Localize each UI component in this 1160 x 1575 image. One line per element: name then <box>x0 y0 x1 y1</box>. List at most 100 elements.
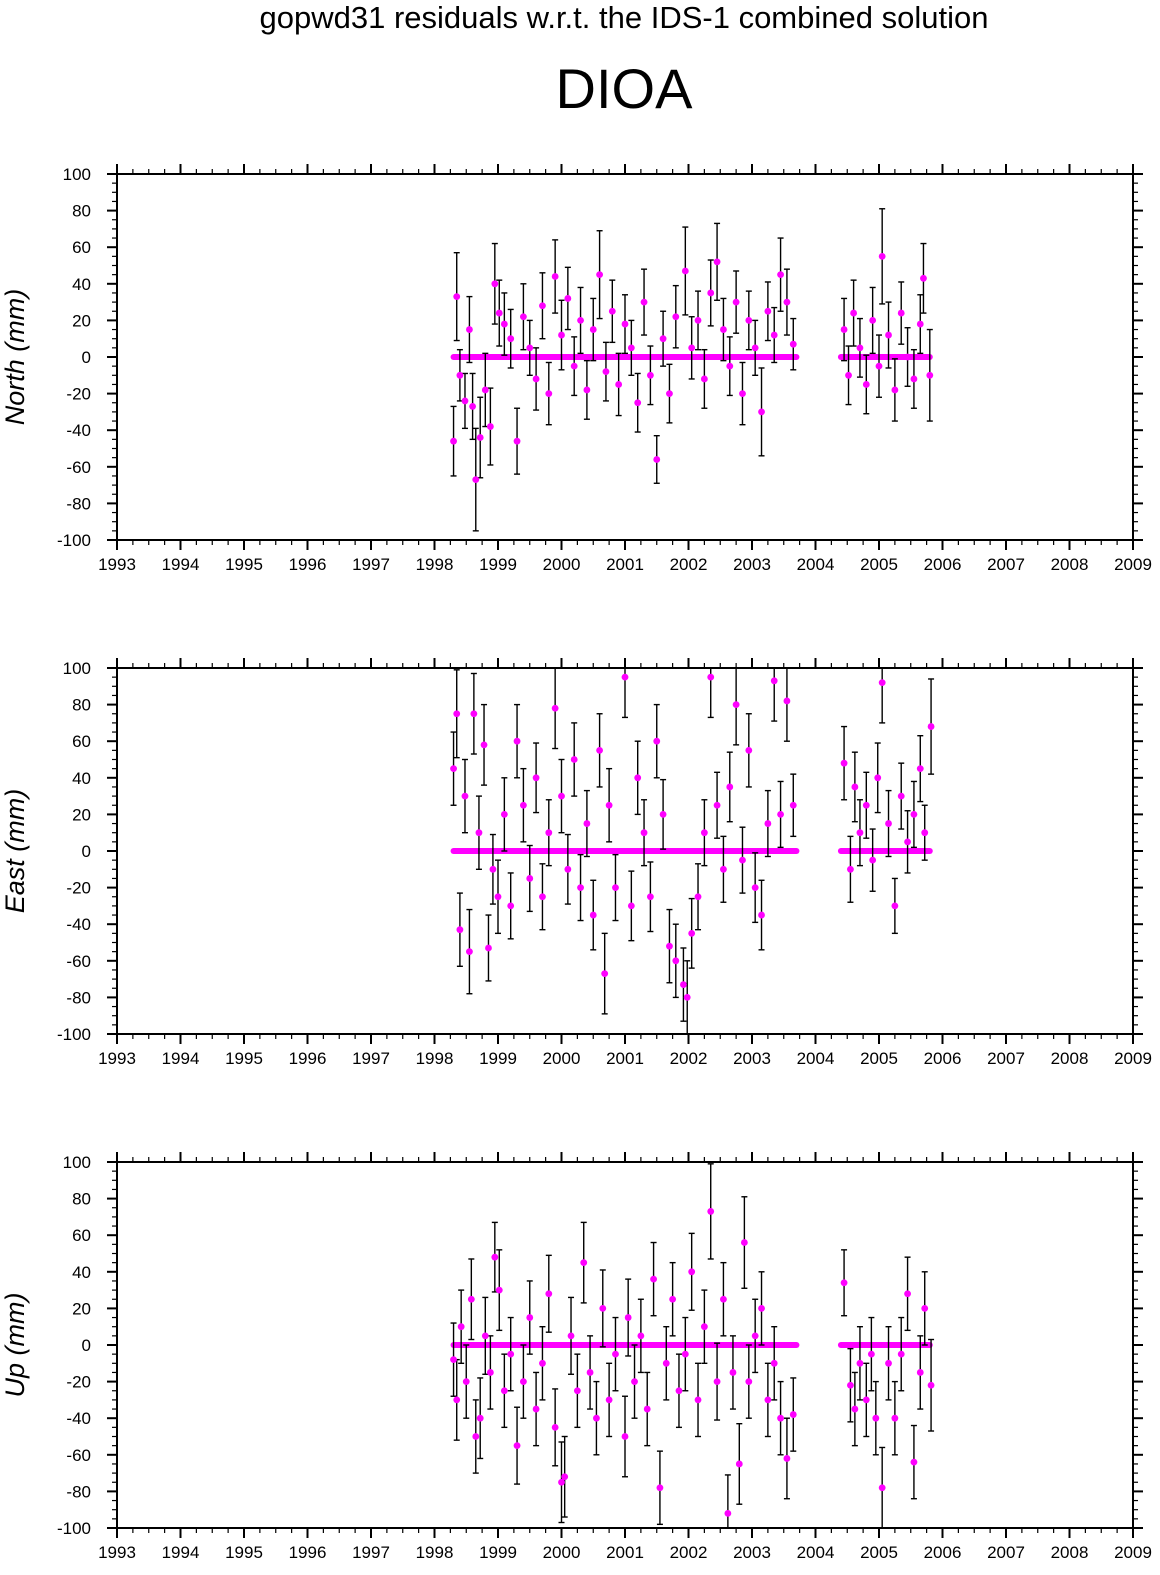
north-x-tick-label: 2000 <box>543 555 581 574</box>
east-data-point <box>475 829 483 837</box>
north-data-point <box>476 434 484 441</box>
up-data-point <box>561 1473 569 1481</box>
north-data-point <box>920 274 927 282</box>
east-data-point <box>605 801 613 809</box>
up-data-point <box>476 1414 484 1422</box>
north-y-tick-label: -20 <box>66 385 91 404</box>
east-x-tick-label: 1996 <box>289 1049 327 1068</box>
east-x-tick-label: 2003 <box>733 1049 771 1068</box>
east-data-point <box>513 737 521 745</box>
up-data-point <box>453 1396 461 1404</box>
north-data-point <box>700 375 708 383</box>
north-x-tick-label: 1995 <box>225 555 263 574</box>
east-data-point <box>862 801 870 809</box>
up-data-point <box>910 1458 918 1466</box>
north-data-point <box>926 371 934 379</box>
up-data-point <box>885 1359 892 1367</box>
north-data-point <box>840 326 848 333</box>
north-data-point <box>720 326 727 333</box>
up-data-point <box>770 1359 778 1367</box>
north-data-point <box>564 295 572 302</box>
up-x-tick-label: 1999 <box>479 1543 517 1562</box>
north-data-point <box>577 317 584 324</box>
up-data-point <box>862 1396 870 1404</box>
up-y-tick-label: 0 <box>82 1336 91 1355</box>
up-data-point <box>599 1305 607 1312</box>
up-data-point <box>467 1295 475 1303</box>
east-data-point <box>847 865 854 873</box>
north-data-point <box>570 362 578 370</box>
north-data-point <box>596 271 603 279</box>
east-data-point <box>732 701 740 708</box>
east-data-point <box>777 811 784 818</box>
up-data-point <box>921 1305 929 1312</box>
north-data-point <box>491 280 499 288</box>
north-data-point <box>545 390 553 397</box>
up-y-tick-label: -100 <box>57 1519 91 1538</box>
east-data-point <box>707 673 715 681</box>
north-data-point <box>732 298 740 306</box>
up-data-point <box>457 1323 465 1331</box>
up-data-point <box>856 1359 864 1367</box>
north-data-point <box>539 302 546 310</box>
north-x-tick-label: 2009 <box>1114 555 1152 574</box>
up-data-point <box>897 1350 905 1358</box>
east-data-point <box>672 957 680 965</box>
up-y-tick-label: -60 <box>66 1446 91 1465</box>
up-x-tick-label: 2004 <box>797 1543 835 1562</box>
north-y-tick-label: 0 <box>82 348 91 367</box>
up-data-point <box>783 1455 791 1462</box>
up-y-tick-label: -40 <box>66 1409 91 1428</box>
north-y-axis-title: North (mm) <box>0 289 30 426</box>
east-data-point <box>869 856 877 864</box>
up-data-point <box>669 1295 677 1303</box>
east-data-point <box>700 829 708 837</box>
north-x-tick-label: 2006 <box>924 555 962 574</box>
east-x-tick-label: 2001 <box>606 1049 644 1068</box>
up-x-tick-label: 2003 <box>733 1543 771 1562</box>
station-name: DIOA <box>556 57 694 120</box>
up-data-point <box>643 1405 651 1413</box>
north-data-point <box>653 456 661 463</box>
up-data-point <box>486 1369 494 1376</box>
north-data-point <box>869 317 877 324</box>
up-data-point <box>851 1405 859 1413</box>
north-y-tick-label: -40 <box>66 421 91 440</box>
north-data-point <box>627 344 635 352</box>
east-panel: 1993 1994 1995 1996 1997 1998 1999 2000 2001 2002… <box>0 658 1152 1068</box>
up-data-point <box>545 1290 553 1298</box>
east-data-point <box>726 783 734 791</box>
north-data-point <box>466 326 473 333</box>
north-data-point <box>481 386 489 394</box>
east-x-tick-label: 1994 <box>162 1049 200 1068</box>
up-data-point <box>758 1305 765 1312</box>
up-data-point <box>904 1290 911 1298</box>
east-data-point <box>526 875 534 882</box>
east-data-point <box>647 893 654 901</box>
up-data-point <box>481 1332 489 1340</box>
up-data-point <box>745 1378 753 1385</box>
up-data-point <box>789 1411 797 1418</box>
north-data-point <box>764 307 772 315</box>
east-y-tick-label: 40 <box>72 769 91 788</box>
east-data-point <box>485 944 492 952</box>
up-data-point <box>735 1460 743 1468</box>
up-y-tick-label: 20 <box>72 1299 91 1318</box>
east-data-point <box>904 838 911 846</box>
north-data-point <box>875 362 883 370</box>
up-data-point <box>495 1286 503 1294</box>
east-data-point <box>910 811 918 818</box>
up-data-point <box>513 1442 521 1450</box>
east-y-tick-label: -20 <box>66 879 91 898</box>
east-data-point <box>840 759 848 767</box>
north-data-point <box>583 386 591 394</box>
north-data-point <box>640 298 648 306</box>
up-data-point <box>526 1314 534 1321</box>
up-data-point <box>681 1350 689 1358</box>
east-data-point <box>666 942 673 950</box>
up-y-tick-label: -20 <box>66 1373 91 1392</box>
up-x-tick-label: 2005 <box>860 1543 898 1562</box>
up-data-point <box>662 1359 670 1367</box>
east-data-point <box>489 865 497 873</box>
